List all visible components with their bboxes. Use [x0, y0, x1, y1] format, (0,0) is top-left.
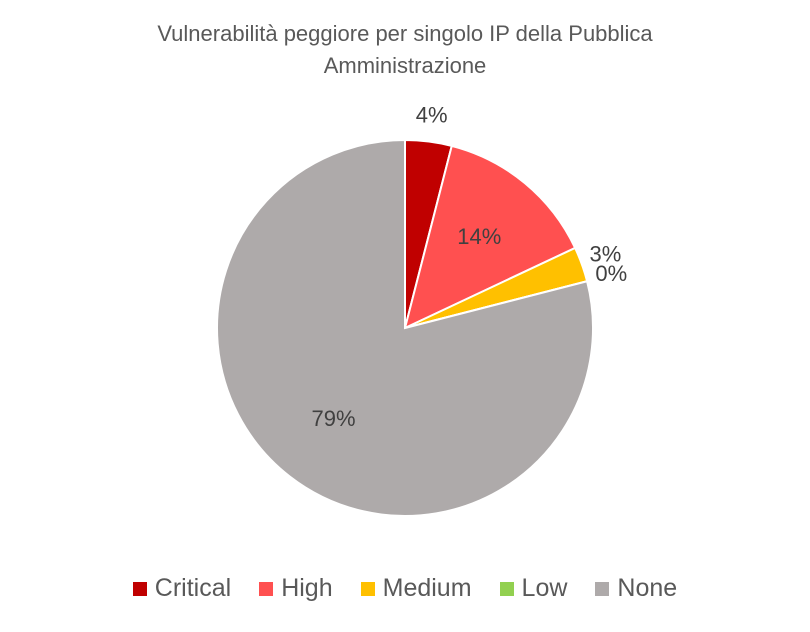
legend-swatch	[595, 581, 610, 596]
chart: 4% 14% 3%0% 79%	[216, 102, 627, 517]
legend: Critical High Medium Low None	[0, 574, 810, 603]
legend-label: Medium	[382, 574, 472, 602]
legend-swatch	[259, 581, 274, 596]
pie-slice	[403, 144, 577, 330]
legend-label: High	[281, 574, 333, 602]
legend-item: None	[595, 574, 677, 603]
legend-swatch	[499, 581, 514, 596]
legend-item: High	[259, 574, 333, 603]
data-label: 4%	[416, 102, 448, 127]
chart-title: Vulnerabilità peggiore per singolo IP de…	[157, 21, 653, 78]
data-label: 3%	[590, 242, 622, 267]
legend-label: Low	[521, 574, 568, 602]
data-label: 0%	[595, 261, 627, 286]
legend-label: None	[617, 574, 678, 602]
legend-item: Low	[499, 574, 568, 603]
legend-swatch	[132, 581, 147, 596]
legend-item: Critical	[132, 574, 232, 603]
pie-slice	[216, 138, 594, 517]
legend-swatch	[360, 581, 375, 596]
data-label: 14%	[457, 224, 501, 249]
legend-item: Medium	[360, 574, 472, 603]
data-label: 79%	[312, 406, 356, 431]
legend-label: Critical	[154, 574, 232, 602]
